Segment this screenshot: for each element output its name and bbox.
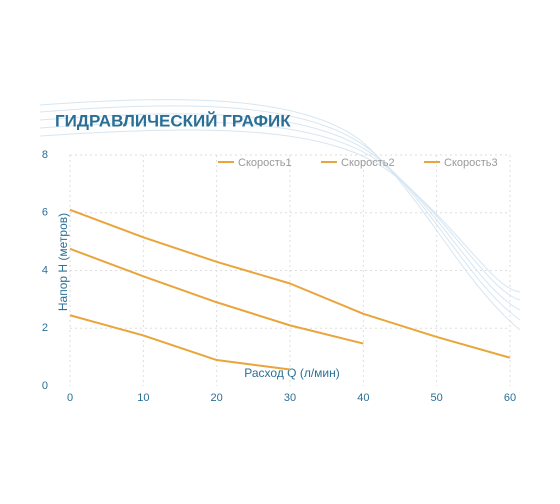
x-tick-label: 50 <box>431 392 443 404</box>
y-tick-label: 0 <box>42 380 48 392</box>
y-tick-label: 6 <box>42 207 48 219</box>
background-waves <box>39 99 521 331</box>
x-tick-label: 30 <box>284 392 296 404</box>
x-tick-label: 10 <box>137 392 149 404</box>
y-axis-label: Напор Н (метров) <box>56 213 70 311</box>
x-tick-label: 20 <box>211 392 223 404</box>
legend-label: Скорость1 <box>238 157 292 169</box>
line-series <box>69 208 511 359</box>
legend-label: Скорость2 <box>341 157 395 169</box>
x-tick-label: 60 <box>504 392 516 404</box>
line-series <box>69 314 291 371</box>
y-tick-label: 8 <box>42 149 48 161</box>
x-tick-label: 40 <box>357 392 369 404</box>
x-tick-label: 0 <box>67 392 73 404</box>
y-tick-label: 2 <box>42 322 48 334</box>
y-tick-label: 4 <box>42 264 48 276</box>
x-axis-label: Расход Q (л/мин) <box>244 366 339 380</box>
legend-label: Скорость3 <box>444 157 498 169</box>
chart-title: ГИДРАВЛИЧЕСКИЙ ГРАФИК <box>55 111 291 130</box>
line-series <box>69 247 364 345</box>
